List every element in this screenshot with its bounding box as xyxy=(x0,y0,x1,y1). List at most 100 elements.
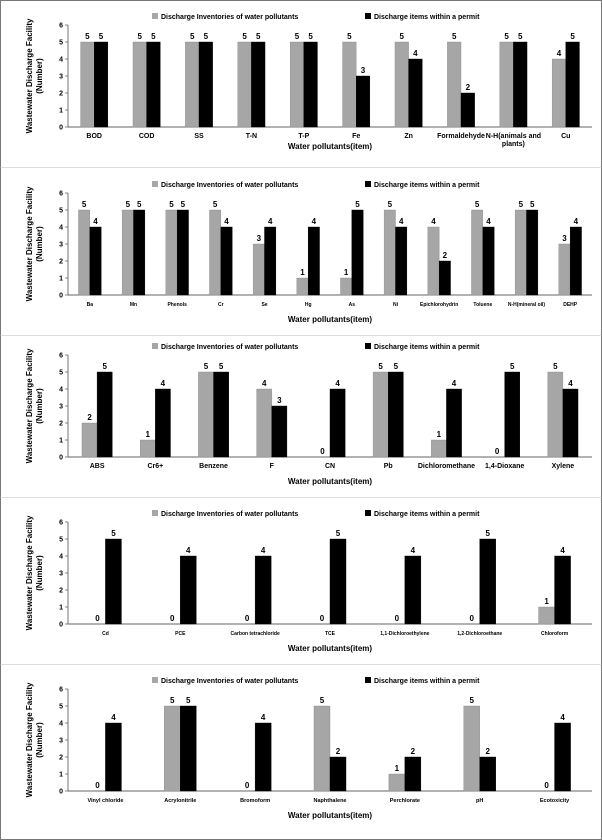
data-label: 0 xyxy=(320,614,325,623)
bar-inventory xyxy=(431,439,447,458)
bar-permit xyxy=(554,555,571,625)
x-tick-label: Phenols xyxy=(167,302,187,308)
legend-swatch xyxy=(152,181,158,187)
y-tick-label: 6 xyxy=(59,23,63,30)
bar-permit xyxy=(105,722,122,792)
legend-swatch xyxy=(365,13,371,19)
data-label: 5 xyxy=(111,529,116,538)
data-label: 0 xyxy=(95,614,100,623)
y-tick-label: 2 xyxy=(59,755,63,762)
bar-permit xyxy=(146,41,161,128)
data-label: 4 xyxy=(557,49,562,58)
data-label: 4 xyxy=(261,546,266,555)
data-label: 5 xyxy=(378,362,383,371)
data-label: 4 xyxy=(335,379,340,388)
chart-panel-3: 0 1 2 3 4 5 6 Wastewater Discharge Facility(Num… xyxy=(0,330,602,498)
x-tick-label: Bromoform xyxy=(240,798,270,804)
bar-permit xyxy=(176,209,189,296)
y-tick-label: 2 xyxy=(59,91,63,98)
data-label: 5 xyxy=(256,32,261,41)
x-tick-label: COD xyxy=(139,133,155,140)
bar-permit xyxy=(329,388,346,458)
y-tick-label: 3 xyxy=(59,74,63,81)
bar-permit xyxy=(479,756,496,792)
data-label: 4 xyxy=(93,217,98,226)
data-label: 0 xyxy=(170,614,175,623)
x-tick-label: Fe xyxy=(352,133,360,140)
bar-inventory xyxy=(132,41,147,128)
legend-label: Discharge Inventories of water pollutant… xyxy=(161,14,298,21)
y-tick-label: 2 xyxy=(59,588,63,595)
bar-permit xyxy=(404,756,422,792)
bar-inventory xyxy=(514,209,527,296)
x-tick-label: Naphthalene xyxy=(313,798,346,804)
bar-permit xyxy=(565,41,580,128)
y-tick-label: 1 xyxy=(59,108,63,115)
chart-panel-2: 0 1 2 3 4 5 6 Wastewater Discharge Facility(Num… xyxy=(0,168,602,336)
bar-inventory xyxy=(209,209,222,296)
x-tick-label: T-P xyxy=(298,133,309,140)
bar-permit xyxy=(513,41,528,128)
data-label: 5 xyxy=(347,32,352,41)
x-tick-label: Vinyl chloride xyxy=(87,798,123,804)
bar-permit xyxy=(329,756,347,792)
bar-permit xyxy=(446,388,462,458)
bar-inventory xyxy=(121,209,134,296)
legend-label: Discharge items within a permit xyxy=(374,14,480,21)
bar-permit xyxy=(351,209,364,296)
x-tick-label: DEHP xyxy=(563,302,578,308)
data-label: 3 xyxy=(562,234,567,243)
y-tick-label: 0 xyxy=(59,622,63,629)
x-tick-label: 1,1-Dichloroethylene xyxy=(380,631,429,637)
bar-inventory xyxy=(289,41,304,128)
y-tick-label: 4 xyxy=(59,721,63,728)
bar-inventory xyxy=(139,439,156,458)
legend-label: Discharge items within a permit xyxy=(374,182,480,189)
bar-permit xyxy=(93,41,109,128)
bar-permit xyxy=(356,75,371,128)
data-label: 3 xyxy=(257,234,262,243)
data-label: 0 xyxy=(245,781,250,790)
y-tick-label: 5 xyxy=(59,208,63,215)
bar-permit xyxy=(180,555,197,625)
legend-swatch xyxy=(365,677,371,683)
data-label: 2 xyxy=(485,747,490,756)
data-label: 5 xyxy=(553,362,558,371)
data-label: 4 xyxy=(411,546,416,555)
data-label: 2 xyxy=(411,747,416,756)
bar-permit xyxy=(329,538,347,625)
bar-permit xyxy=(133,209,146,296)
data-label: 4 xyxy=(568,379,573,388)
data-label: 4 xyxy=(268,217,273,226)
bar-inventory xyxy=(80,41,95,128)
bar-permit xyxy=(554,722,571,792)
legend-label: Discharge items within a permit xyxy=(374,511,480,518)
bar-inventory xyxy=(447,41,462,128)
x-tick-label: TCE xyxy=(325,631,336,637)
x-tick-label: Se xyxy=(261,302,267,308)
y-axis-label: Wastewater Discharge Facility(Number) xyxy=(25,186,44,301)
data-label: 0 xyxy=(544,781,549,790)
data-label: 5 xyxy=(169,200,174,209)
data-label: 5 xyxy=(126,200,131,209)
bar-inventory xyxy=(296,277,309,296)
data-label: 4 xyxy=(224,217,229,226)
y-axis-label: Wastewater Discharge Facility(Number) xyxy=(25,18,44,133)
bar-permit xyxy=(220,226,233,296)
data-label: 5 xyxy=(242,32,247,41)
x-tick-label: Cr xyxy=(218,302,224,308)
data-label: 5 xyxy=(99,32,104,41)
data-label: 5 xyxy=(519,200,524,209)
y-tick-label: 2 xyxy=(59,259,63,266)
bar-inventory xyxy=(252,243,265,296)
data-label: 5 xyxy=(570,32,575,41)
y-tick-label: 0 xyxy=(59,789,63,796)
x-tick-label: As xyxy=(349,302,356,308)
y-tick-label: 1 xyxy=(59,605,63,612)
bar-inventory xyxy=(558,243,571,296)
data-label: 4 xyxy=(111,713,116,722)
bar-permit xyxy=(180,705,197,792)
legend-swatch xyxy=(152,677,158,683)
x-axis-label: Water pollutants(item) xyxy=(288,477,372,486)
